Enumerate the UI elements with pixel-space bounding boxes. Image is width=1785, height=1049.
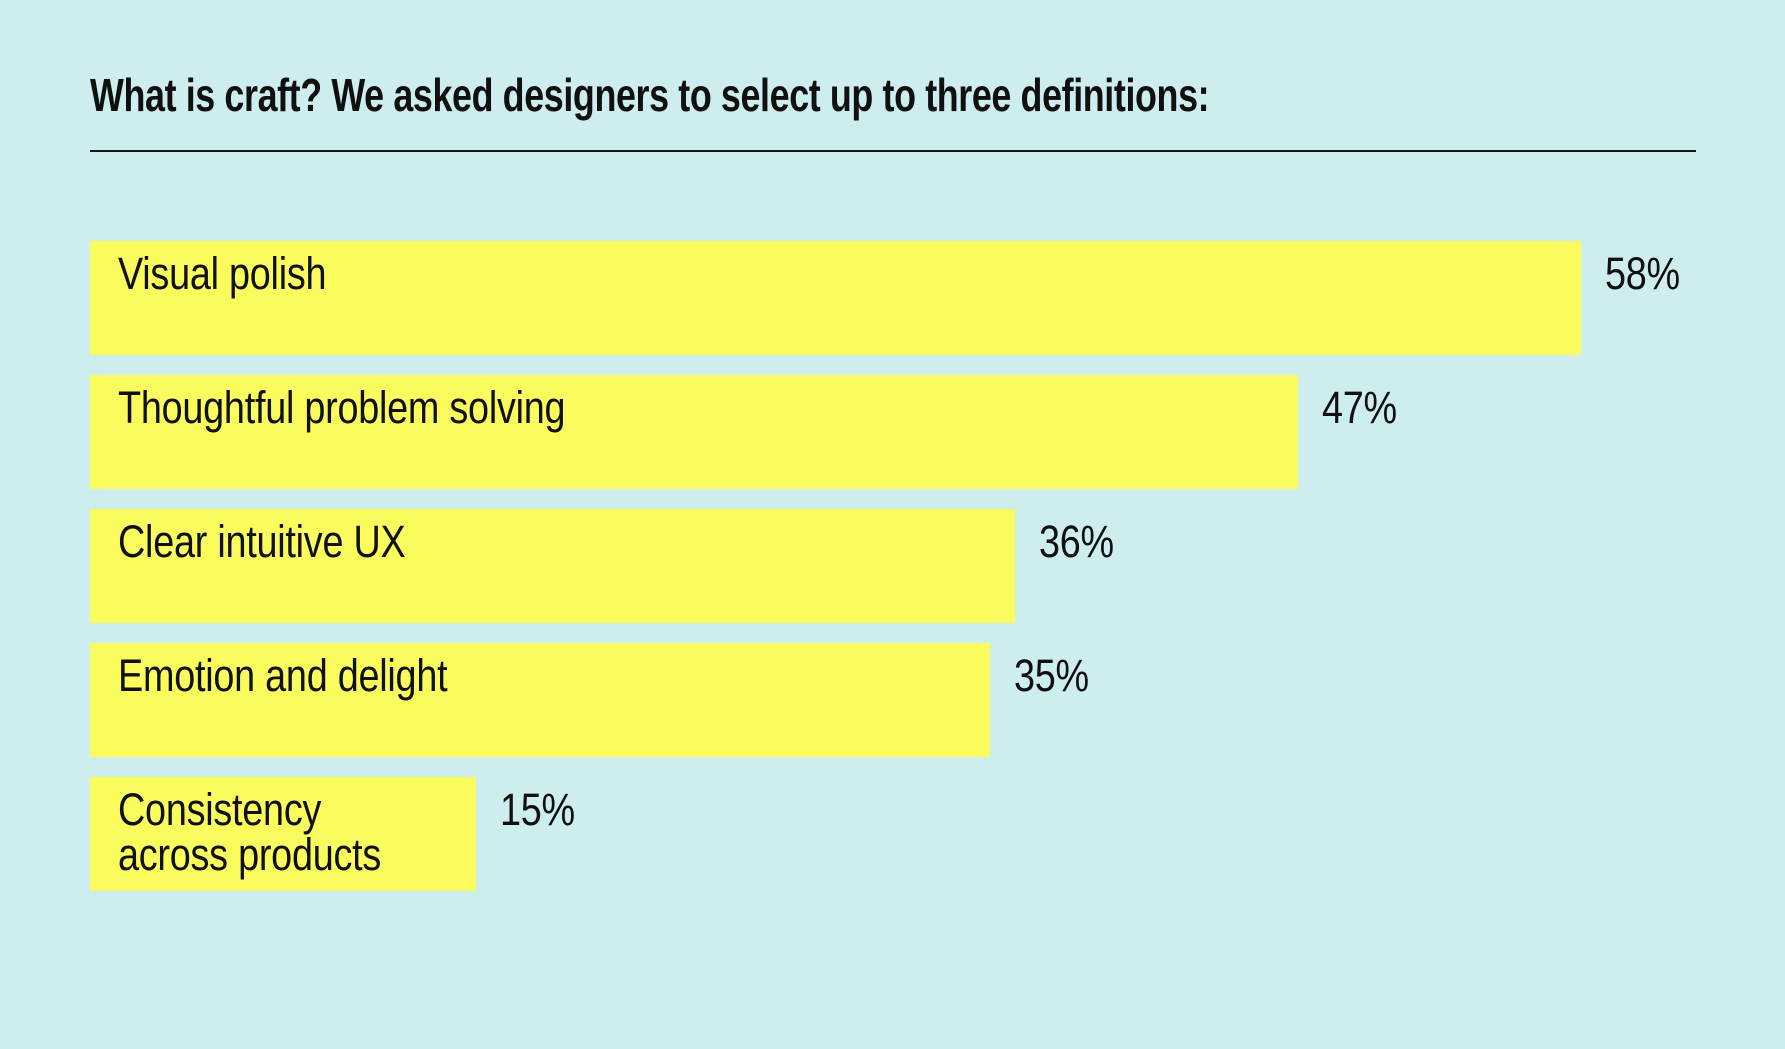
bar-category-label: Visual polish — [118, 248, 327, 299]
bar-category-label: Consistency across products — [118, 784, 382, 880]
bar-row: Clear intuitive UX 36% — [90, 509, 1696, 623]
bar-category-label: Clear intuitive UX — [118, 516, 406, 567]
bar-row: Thoughtful problem solving 47% — [90, 375, 1696, 489]
bar: Emotion and delight — [90, 643, 990, 757]
bar: Thoughtful problem solving — [90, 375, 1298, 489]
bar-value-text: 36% — [1039, 516, 1114, 567]
bar-value-text: 58% — [1605, 248, 1680, 299]
bar-row: Emotion and delight 35% — [90, 643, 1696, 757]
bar-row: Visual polish 58% — [90, 241, 1696, 355]
bar-value-label: 15% — [476, 777, 589, 891]
bar-rows: Visual polish 58% Thoughtful problem solvi… — [90, 241, 1696, 891]
bar-value-text: 47% — [1322, 382, 1397, 433]
bar-value-label: 58% — [1581, 241, 1694, 355]
bar-category-label: Emotion and delight — [118, 650, 448, 701]
bar: Visual polish — [90, 241, 1581, 355]
bar-value-text: 15% — [500, 784, 575, 835]
bar: Consistency across products — [90, 777, 476, 891]
bar-category-label: Thoughtful problem solving — [118, 382, 566, 433]
chart-title: What is craft? We asked designers to sel… — [90, 68, 1696, 122]
chart-title-text: What is craft? We asked designers to sel… — [90, 69, 1210, 121]
bar: Clear intuitive UX — [90, 509, 1015, 623]
bar-row: Consistency across products 15% — [90, 777, 1696, 891]
bar-value-label: 36% — [1015, 509, 1128, 623]
bar-value-text: 35% — [1014, 650, 1089, 701]
chart-container: What is craft? We asked designers to sel… — [0, 68, 1785, 891]
bar-value-label: 35% — [990, 643, 1103, 757]
bar-value-label: 47% — [1298, 375, 1411, 489]
title-divider-rule — [90, 150, 1696, 152]
